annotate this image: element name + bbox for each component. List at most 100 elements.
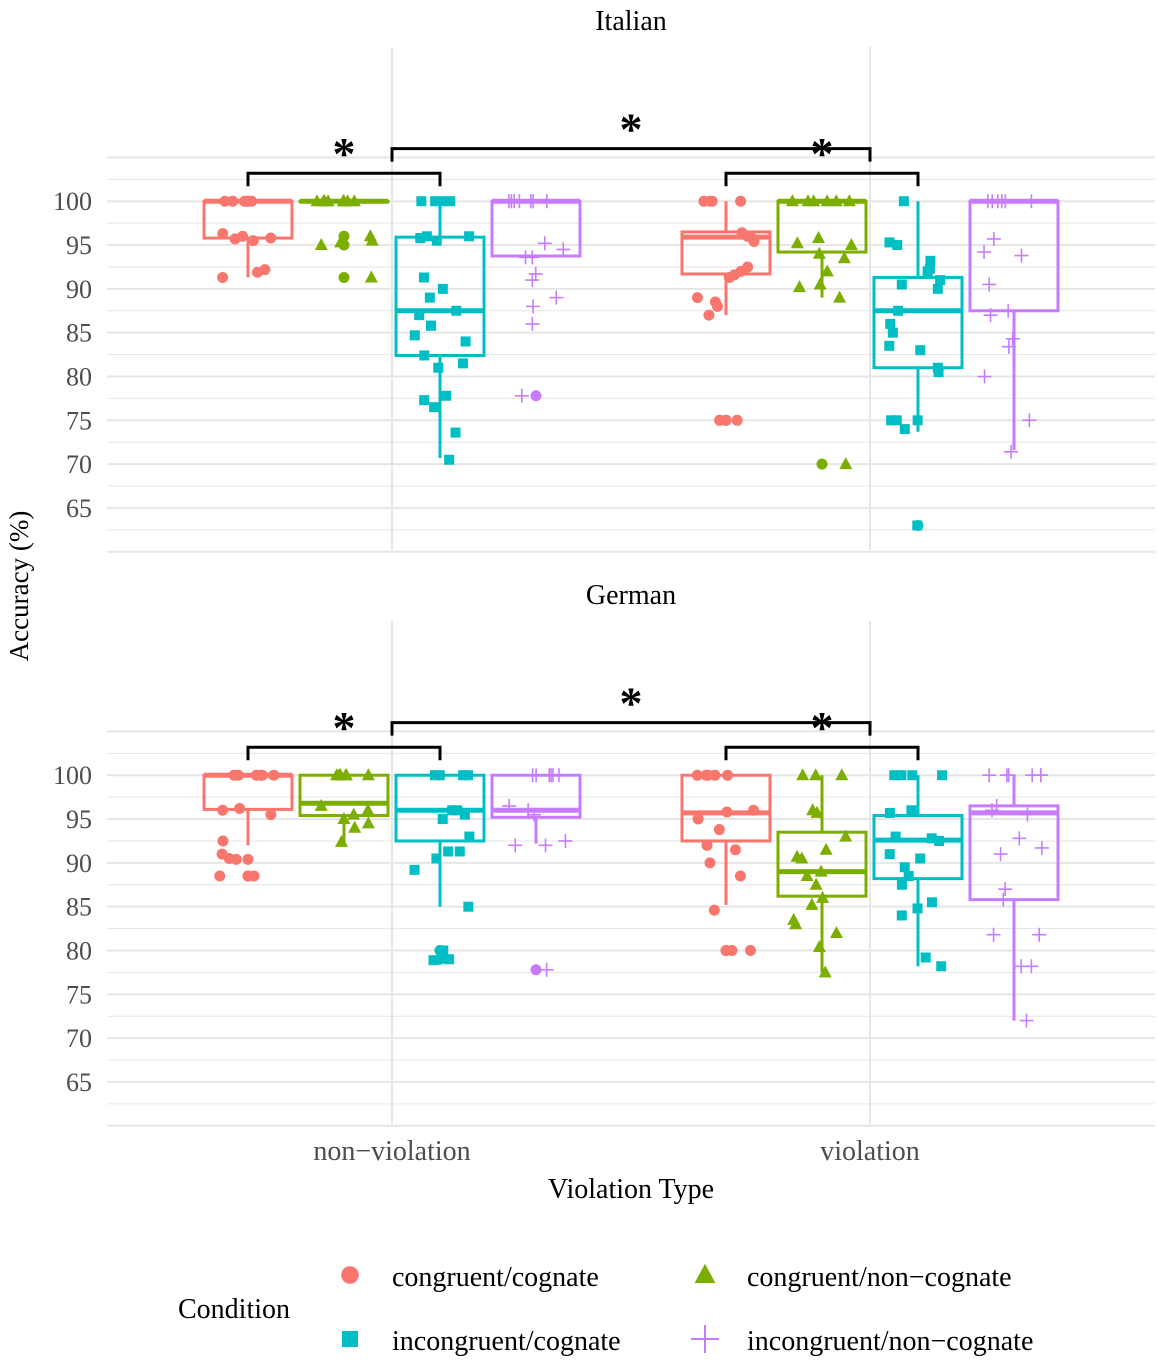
data-point — [1034, 840, 1049, 855]
data-point — [421, 231, 432, 242]
data-point — [539, 194, 554, 209]
box — [298, 773, 390, 818]
data-point — [219, 195, 231, 207]
data-point — [789, 917, 803, 930]
data-point — [431, 853, 442, 864]
data-point — [1014, 248, 1029, 263]
data-point — [985, 194, 1000, 209]
data-point — [1024, 959, 1039, 974]
data-point — [907, 770, 918, 781]
data-point — [982, 277, 997, 292]
box-group — [968, 194, 1060, 459]
data-point — [450, 427, 461, 438]
data-point — [347, 807, 361, 820]
data-point — [903, 871, 914, 882]
data-point — [704, 857, 716, 869]
data-point — [242, 195, 254, 207]
data-point — [458, 770, 469, 781]
data-point — [409, 330, 420, 341]
data-point — [915, 853, 926, 864]
data-point — [814, 864, 828, 877]
data-point — [460, 336, 471, 347]
data-point — [429, 402, 440, 413]
data-point — [807, 194, 821, 207]
data-point — [437, 814, 448, 825]
data-point — [811, 231, 825, 244]
data-point — [217, 228, 229, 240]
data-point — [418, 272, 429, 283]
data-point — [926, 897, 937, 908]
data-point — [454, 846, 465, 857]
y-tick-label: 85 — [66, 893, 92, 922]
data-point — [708, 904, 720, 916]
data-point — [539, 962, 554, 977]
data-point — [1025, 768, 1040, 783]
data-point — [426, 320, 437, 331]
box-group — [394, 196, 486, 465]
data-point — [314, 238, 328, 251]
data-point — [525, 768, 540, 783]
box-group — [298, 768, 390, 847]
legend: Condition congruent/cognate congruent/non… — [178, 1262, 1033, 1357]
data-point — [437, 283, 448, 294]
legend-item: incongruent/cognate — [342, 1326, 621, 1357]
data-point — [364, 270, 378, 283]
data-point — [419, 395, 430, 406]
data-point — [884, 340, 895, 351]
data-point — [523, 194, 538, 209]
outlier-point — [242, 853, 254, 865]
data-point — [361, 768, 375, 781]
significance-bracket — [390, 721, 872, 736]
y-tick-label: 70 — [66, 1024, 92, 1053]
outlier-point — [338, 271, 350, 283]
data-point — [793, 280, 807, 293]
data-point — [508, 838, 523, 853]
box-group — [680, 769, 772, 956]
data-point — [893, 305, 904, 316]
data-point — [983, 308, 998, 323]
data-point — [217, 271, 229, 283]
data-point — [332, 768, 346, 781]
y-tick-label: 65 — [66, 494, 92, 523]
significance-star: * — [333, 128, 356, 179]
legend-key-circle-icon — [341, 1266, 359, 1284]
data-point — [896, 279, 907, 290]
data-point — [434, 770, 445, 781]
data-point — [899, 424, 910, 435]
data-point — [214, 870, 226, 882]
data-point — [463, 901, 474, 912]
box-group — [776, 194, 868, 470]
data-point — [982, 768, 997, 783]
box-group — [776, 768, 868, 978]
data-point — [217, 835, 229, 847]
data-point — [1022, 413, 1037, 428]
data-point — [525, 316, 540, 331]
data-point — [444, 954, 455, 965]
data-point — [884, 849, 895, 860]
data-point — [887, 327, 898, 338]
data-point — [735, 195, 747, 207]
data-point — [723, 271, 735, 283]
data-point — [985, 803, 1000, 818]
data-point — [464, 231, 475, 242]
data-point — [998, 882, 1013, 897]
data-point — [502, 798, 517, 813]
data-point — [537, 236, 552, 251]
data-point — [428, 955, 439, 966]
data-point — [833, 290, 847, 303]
y-axis-label: Accuracy (%) — [4, 511, 34, 662]
significance-star: * — [333, 702, 356, 753]
data-point — [986, 231, 1001, 246]
data-point — [514, 388, 529, 403]
data-point — [835, 768, 849, 781]
data-point — [812, 246, 826, 259]
data-point — [819, 842, 833, 855]
significance-star: * — [811, 128, 834, 179]
data-point — [713, 824, 725, 836]
data-point — [785, 194, 799, 207]
data-point — [250, 769, 262, 781]
y-tick-label: 80 — [66, 362, 92, 391]
box-group — [394, 770, 486, 966]
data-point — [444, 454, 455, 465]
data-point — [809, 768, 823, 781]
